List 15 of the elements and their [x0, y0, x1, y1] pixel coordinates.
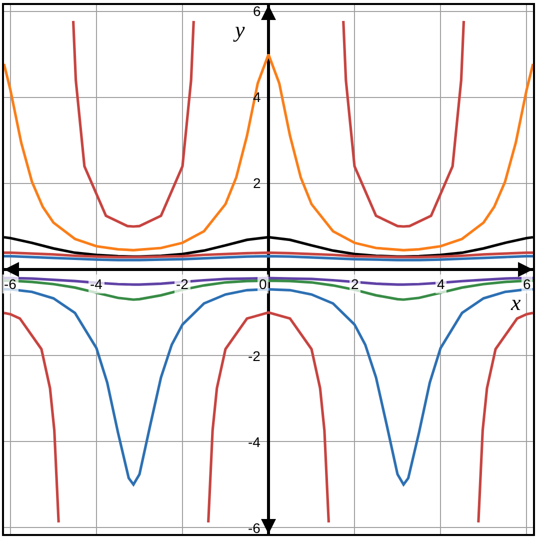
y-tick-label: -2: [248, 348, 261, 364]
picture-axis-arrowhead: x: [511, 290, 521, 315]
x-tick-label: 2: [351, 276, 359, 292]
y-tick-label: 2: [253, 175, 261, 191]
x-tick-label: -6: [4, 276, 17, 292]
y-tick-label: -4: [248, 434, 261, 450]
x-tick-label: 6: [523, 276, 531, 292]
y-tick-label: -6: [248, 520, 261, 536]
x-tick-label: -2: [176, 276, 189, 292]
y-tick-label: 6: [253, 3, 261, 19]
x-tick-label: 0: [259, 276, 267, 292]
x-tick-label: 4: [437, 276, 445, 292]
line-series: [4, 53, 533, 252]
x-tick-label: -4: [90, 276, 103, 292]
picture-axis-arrowhead: y: [235, 17, 245, 42]
